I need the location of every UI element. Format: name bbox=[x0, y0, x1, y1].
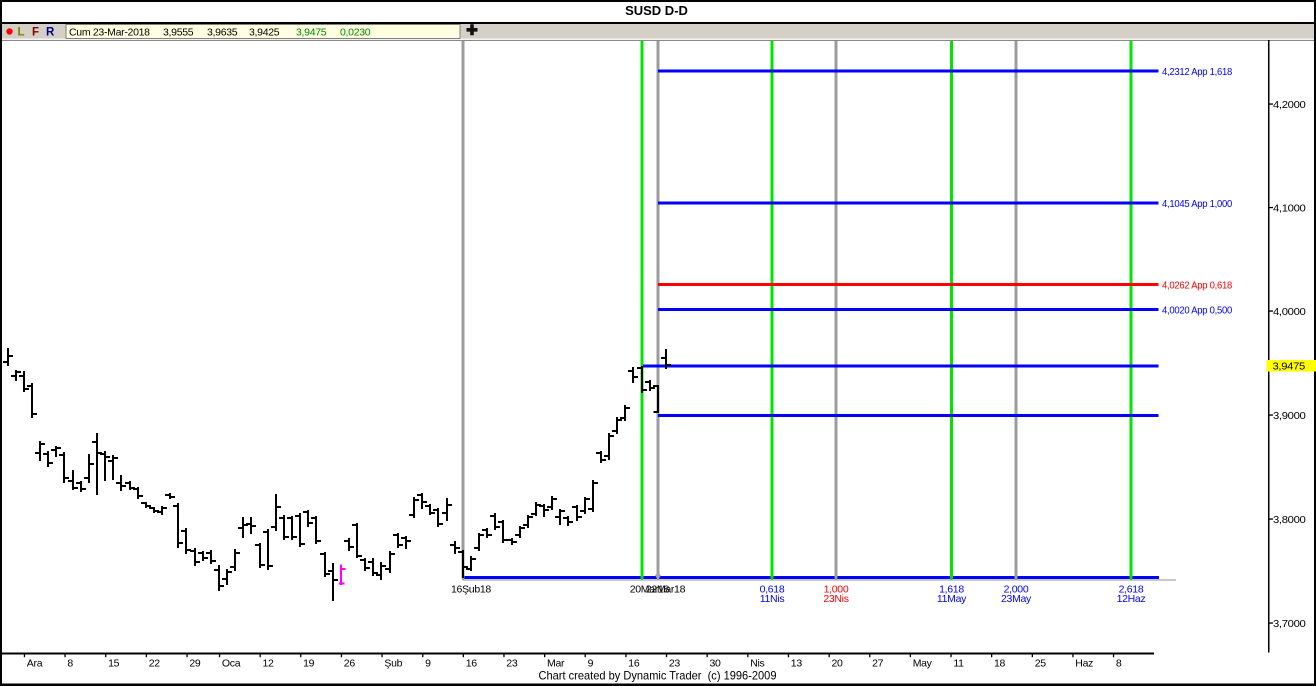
svg-text:9: 9 bbox=[425, 658, 431, 670]
svg-text:13: 13 bbox=[791, 658, 803, 670]
svg-text:1,618: 1,618 bbox=[939, 584, 964, 596]
svg-text:30: 30 bbox=[710, 658, 722, 670]
svg-text:8: 8 bbox=[67, 658, 73, 670]
svg-text:Chart created by Dynamic Trade: Chart created by Dynamic Trader (c) 1996… bbox=[539, 669, 777, 683]
svg-text:29: 29 bbox=[189, 658, 201, 670]
svg-text:May: May bbox=[913, 658, 933, 670]
svg-text:0,0230: 0,0230 bbox=[340, 27, 371, 39]
svg-text:3,9000: 3,9000 bbox=[1273, 410, 1306, 422]
svg-text:27: 27 bbox=[872, 658, 884, 670]
svg-text:4,2000: 4,2000 bbox=[1273, 99, 1306, 111]
svg-text:Mar: Mar bbox=[547, 658, 565, 670]
svg-text:9: 9 bbox=[588, 658, 594, 670]
svg-text:3,9475: 3,9475 bbox=[1273, 361, 1306, 373]
svg-text:Oca: Oca bbox=[222, 658, 241, 670]
svg-text:18: 18 bbox=[994, 658, 1006, 670]
svg-text:2,618: 2,618 bbox=[1119, 584, 1144, 596]
svg-text:11: 11 bbox=[953, 658, 964, 670]
svg-text:3,9425: 3,9425 bbox=[249, 27, 280, 39]
svg-text:3,8000: 3,8000 bbox=[1273, 514, 1306, 526]
svg-text:4,2312 App 1,618: 4,2312 App 1,618 bbox=[1162, 66, 1232, 78]
svg-text:F: F bbox=[32, 27, 39, 39]
svg-text:22: 22 bbox=[149, 658, 161, 670]
svg-text:4,1045 App 1,000: 4,1045 App 1,000 bbox=[1162, 198, 1232, 210]
svg-text:12: 12 bbox=[263, 658, 275, 670]
svg-text:Haz: Haz bbox=[1075, 658, 1093, 670]
svg-text:16: 16 bbox=[628, 658, 640, 670]
svg-text:20: 20 bbox=[832, 658, 844, 670]
svg-text:0,618: 0,618 bbox=[760, 584, 785, 596]
svg-text:4,0262 App 0,618: 4,0262 App 0,618 bbox=[1162, 279, 1232, 291]
svg-text:Şub: Şub bbox=[384, 658, 402, 670]
svg-text:11May: 11May bbox=[937, 593, 967, 605]
svg-text:22Mar18: 22Mar18 bbox=[646, 584, 686, 596]
svg-text:19: 19 bbox=[303, 658, 315, 670]
svg-text:16: 16 bbox=[466, 658, 478, 670]
svg-text:23May: 23May bbox=[1001, 593, 1032, 605]
svg-text:SUSD D-D: SUSD D-D bbox=[625, 3, 688, 18]
svg-text:3,7000: 3,7000 bbox=[1273, 618, 1306, 630]
svg-text:4,0000: 4,0000 bbox=[1273, 306, 1306, 318]
svg-text:4,1000: 4,1000 bbox=[1273, 203, 1306, 215]
svg-text:11Nis: 11Nis bbox=[760, 593, 785, 605]
svg-text:23: 23 bbox=[669, 658, 681, 670]
svg-text:25: 25 bbox=[1035, 658, 1047, 670]
svg-text:23Nis: 23Nis bbox=[823, 593, 848, 605]
svg-text:Ara: Ara bbox=[27, 658, 43, 670]
svg-text:Nis: Nis bbox=[750, 658, 764, 670]
svg-text:3,9475: 3,9475 bbox=[296, 27, 327, 39]
svg-text:23: 23 bbox=[506, 658, 518, 670]
svg-text:Cum 23-Mar-2018: Cum 23-Mar-2018 bbox=[69, 27, 150, 39]
svg-text:1,000: 1,000 bbox=[824, 584, 849, 596]
svg-text:3,9555: 3,9555 bbox=[163, 27, 194, 39]
svg-text:26: 26 bbox=[344, 658, 356, 670]
svg-text:20Mar18: 20Mar18 bbox=[630, 584, 670, 596]
svg-text:16Şub18: 16Şub18 bbox=[451, 584, 491, 596]
svg-text:3,9635: 3,9635 bbox=[207, 27, 238, 39]
svg-text:4,0020 App 0,500: 4,0020 App 0,500 bbox=[1162, 305, 1232, 317]
svg-text:8: 8 bbox=[1116, 658, 1122, 670]
svg-text:R: R bbox=[46, 27, 55, 39]
svg-text:12Haz: 12Haz bbox=[1117, 593, 1146, 605]
svg-text:15: 15 bbox=[108, 658, 120, 670]
svg-text:2,000: 2,000 bbox=[1004, 584, 1029, 596]
svg-text:L: L bbox=[18, 27, 25, 39]
